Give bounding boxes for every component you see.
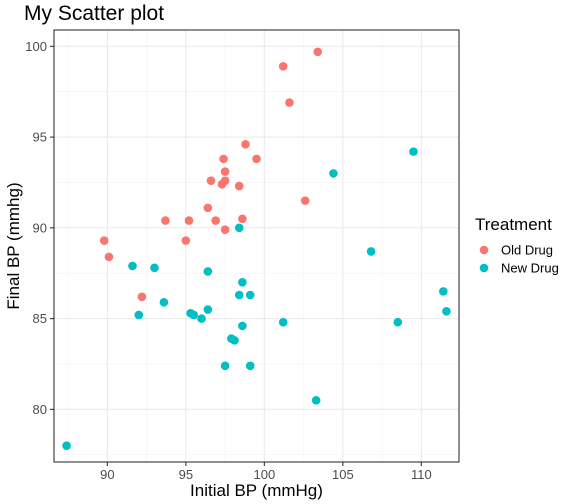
- data-point-new-drug: [278, 317, 288, 327]
- data-point-old-drug: [104, 252, 114, 262]
- y-tick-label: 95: [33, 130, 47, 145]
- data-point-old-drug: [285, 98, 294, 107]
- data-point-new-drug: [238, 321, 247, 331]
- data-point-new-drug: [234, 223, 244, 233]
- grid-lines: [54, 30, 459, 462]
- data-point-new-drug: [189, 310, 199, 320]
- data-point-new-drug: [245, 361, 255, 371]
- data-point-new-drug: [409, 147, 418, 156]
- x-tick-label: 100: [253, 467, 275, 482]
- data-point-old-drug: [181, 236, 191, 245]
- data-point-new-drug: [197, 314, 206, 323]
- data-point-new-drug: [150, 263, 159, 273]
- data-point-old-drug: [234, 181, 244, 191]
- data-point-old-drug: [220, 176, 230, 185]
- data-point-old-drug: [219, 154, 228, 164]
- x-tick-label: 105: [332, 467, 354, 482]
- y-tick-label: 80: [33, 402, 47, 417]
- y-tick-label: 100: [25, 39, 47, 54]
- data-point-old-drug: [252, 154, 261, 164]
- y-axis-title: Final BP (mmhg): [4, 182, 23, 309]
- x-axis-title: Initial BP (mmHg): [190, 481, 323, 500]
- x-axis-ticks: 90 95 100 105 110: [100, 462, 432, 482]
- data-points: [62, 47, 451, 450]
- legend-label-new-drug: New Drug: [501, 261, 559, 276]
- y-tick-label: 85: [33, 311, 47, 326]
- plot-border: [53, 29, 460, 463]
- data-point-new-drug: [329, 169, 338, 178]
- chart-title: My Scatter plot: [24, 2, 164, 25]
- data-point-new-drug: [311, 395, 321, 405]
- data-point-old-drug: [300, 196, 310, 205]
- data-point-new-drug: [134, 310, 144, 320]
- data-point-new-drug: [62, 441, 71, 450]
- data-point-new-drug: [230, 336, 239, 345]
- data-point-old-drug: [241, 140, 250, 149]
- y-axis-ticks: 80 85 90 95 100: [25, 39, 54, 417]
- legend-label-old-drug: Old Drug: [501, 243, 553, 258]
- data-point-new-drug: [442, 307, 451, 316]
- legend-key-old-drug: [479, 245, 489, 255]
- plot-panel: [54, 30, 459, 462]
- data-point-old-drug: [184, 216, 194, 225]
- data-point-old-drug: [220, 225, 230, 234]
- data-point-new-drug: [238, 278, 247, 287]
- x-tick-label: 90: [100, 467, 114, 482]
- data-point-old-drug: [203, 203, 213, 213]
- data-point-old-drug: [278, 62, 288, 71]
- data-point-new-drug: [234, 290, 244, 300]
- data-point-new-drug: [393, 317, 403, 327]
- data-point-new-drug: [245, 290, 255, 300]
- y-tick-label: 90: [33, 220, 47, 235]
- x-tick-label: 110: [411, 467, 432, 482]
- data-point-new-drug: [203, 267, 213, 276]
- data-point-old-drug: [206, 176, 216, 185]
- legend-title: Treatment: [475, 215, 552, 234]
- data-point-old-drug: [220, 167, 230, 176]
- x-tick-label: 95: [179, 467, 193, 482]
- data-point-new-drug: [220, 361, 230, 371]
- legend-key-new-drug: [479, 263, 489, 273]
- data-point-old-drug: [99, 236, 109, 245]
- data-point-old-drug: [211, 216, 220, 225]
- data-point-old-drug: [137, 292, 147, 302]
- data-point-old-drug: [313, 47, 323, 57]
- data-point-new-drug: [366, 247, 376, 256]
- data-point-new-drug: [439, 287, 448, 296]
- data-point-old-drug: [161, 216, 170, 225]
- data-point-new-drug: [159, 297, 169, 307]
- data-point-new-drug: [128, 261, 137, 271]
- legend: Treatment Old Drug New Drug: [475, 215, 559, 276]
- data-point-old-drug: [238, 214, 247, 224]
- data-point-new-drug: [203, 305, 213, 314]
